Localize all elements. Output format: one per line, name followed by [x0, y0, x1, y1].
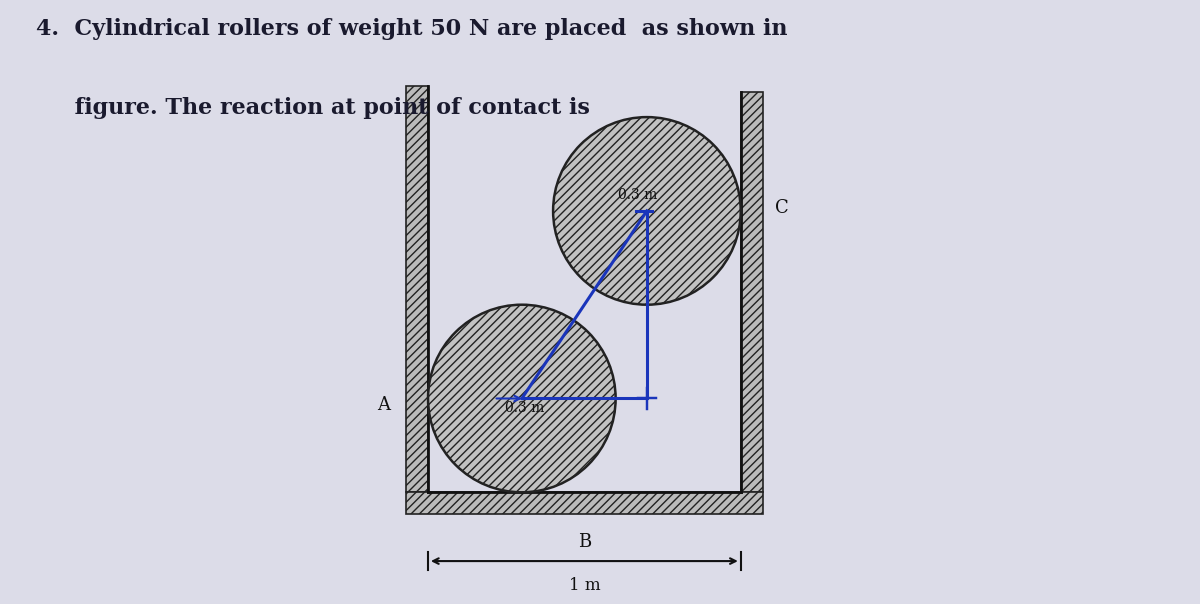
Bar	[406, 492, 762, 514]
Text: 0.3 m: 0.3 m	[618, 188, 658, 202]
Bar	[740, 92, 762, 492]
Circle shape	[553, 117, 740, 304]
Text: C: C	[775, 199, 788, 217]
Text: figure. The reaction at point of contact is: figure. The reaction at point of contact…	[36, 97, 590, 118]
Bar	[406, 86, 428, 492]
Text: 1 m: 1 m	[569, 577, 600, 594]
Text: 4.  Cylindrical rollers of weight 50 N are placed  as shown in: 4. Cylindrical rollers of weight 50 N ar…	[36, 18, 787, 40]
Text: 0.3 m: 0.3 m	[505, 401, 545, 415]
Text: B: B	[577, 533, 590, 551]
Circle shape	[428, 304, 616, 492]
Text: A: A	[378, 396, 390, 414]
